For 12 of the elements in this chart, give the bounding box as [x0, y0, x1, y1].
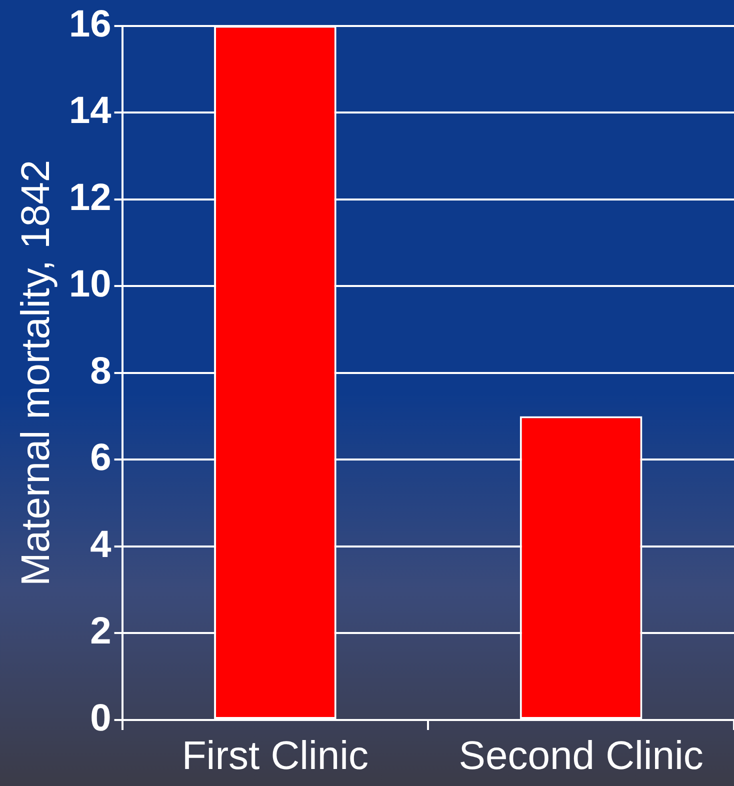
y-tick-label: 6 [90, 437, 112, 480]
y-tick-label: 16 [68, 3, 112, 46]
x-tick-label: Second Clinic [458, 734, 704, 778]
y-tick-label: 2 [90, 610, 112, 653]
y-tick-label: 4 [90, 524, 112, 566]
y-tick-label: 14 [68, 90, 112, 132]
y-tick-label: 10 [68, 264, 112, 306]
x-tick-label: First Clinic [182, 734, 369, 778]
y-tick-label: 12 [68, 176, 112, 219]
y-tick-label: 8 [90, 350, 112, 392]
y-axis-title: Maternal mortality, 1842 [14, 160, 58, 586]
y-tick-label: 0 [90, 697, 112, 740]
